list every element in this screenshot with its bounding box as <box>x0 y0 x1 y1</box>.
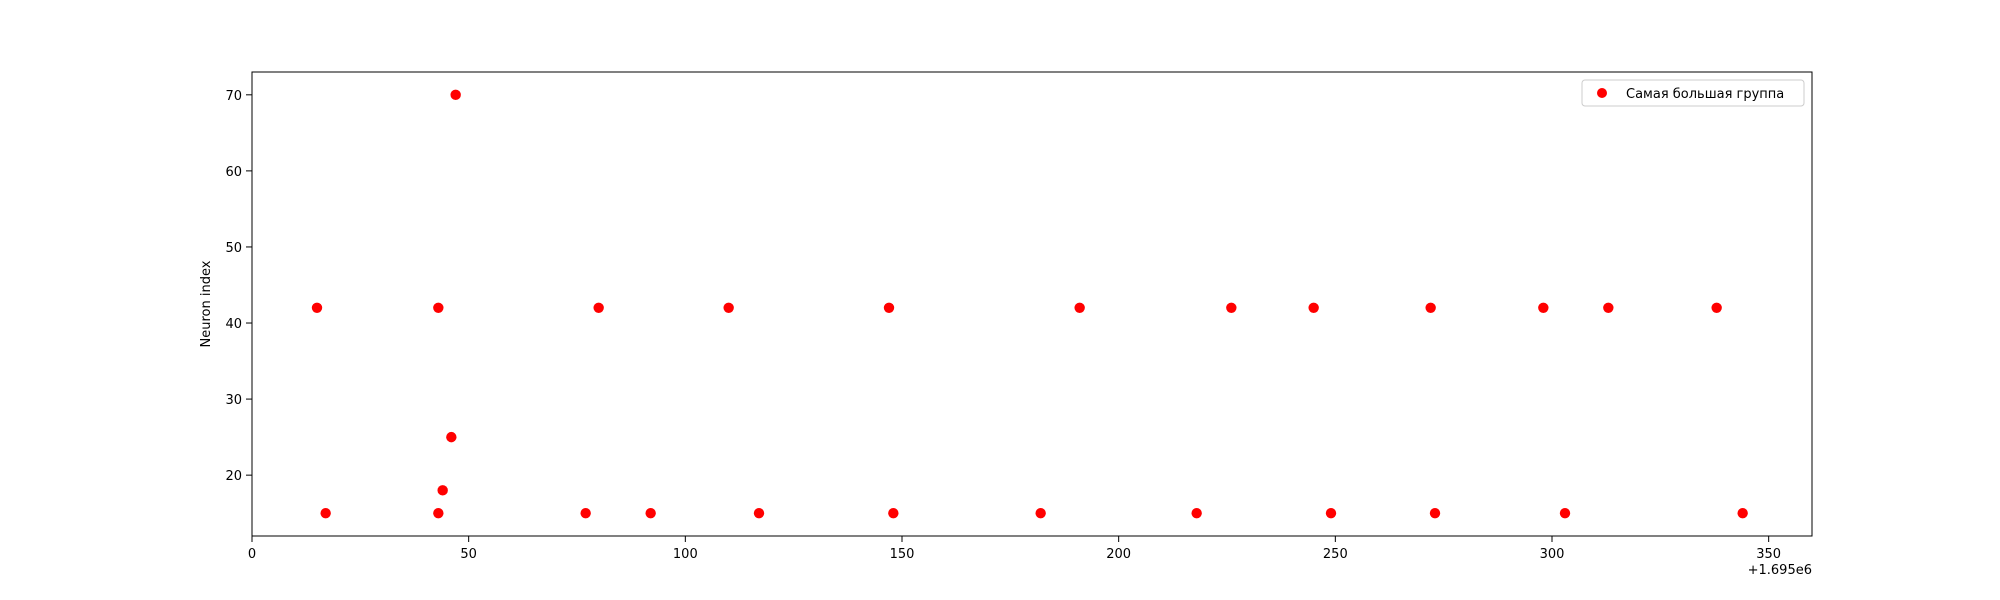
data-point <box>1226 302 1237 314</box>
x-tick-label: 200 <box>1106 547 1131 562</box>
legend: Самая большая группа <box>1581 79 1805 107</box>
data-point <box>446 431 457 443</box>
data-point <box>437 485 448 496</box>
y-tick-label: 70 <box>225 89 242 104</box>
data-point <box>450 89 461 101</box>
y-axis: 20 30 40 50 60 70 <box>225 89 252 484</box>
y-tick-label: 20 <box>225 469 242 484</box>
data-point <box>1425 302 1436 314</box>
data-point <box>1035 507 1046 519</box>
data-point <box>593 302 604 314</box>
y-tick-label: 40 <box>225 317 242 332</box>
x-tick-label: 100 <box>673 547 698 562</box>
x-tick-label: 150 <box>890 547 915 562</box>
data-point <box>1711 302 1722 314</box>
data-point <box>320 507 331 519</box>
data-point <box>888 507 899 519</box>
data-point <box>645 507 656 519</box>
y-tick-label: 60 <box>225 165 242 180</box>
y-tick-label: 50 <box>225 241 242 256</box>
x-tick-label: 0 <box>248 547 256 562</box>
data-point <box>883 302 895 314</box>
x-axis: 0 50 100 150 200 250 300 350 <box>248 536 1781 562</box>
x-tick-label: 250 <box>1323 547 1348 562</box>
x-tick-label: 300 <box>1540 547 1565 562</box>
y-tick-label: 30 <box>225 393 242 408</box>
data-point <box>1559 507 1571 519</box>
x-tick-label: 350 <box>1756 547 1781 562</box>
data-point <box>433 302 444 314</box>
data-point <box>1191 507 1202 519</box>
data-point <box>1737 507 1748 519</box>
data-point <box>311 302 323 314</box>
legend-box <box>1581 79 1805 107</box>
y-axis-label: Neuron index <box>199 260 214 347</box>
data-point <box>1308 302 1319 314</box>
data-point <box>1538 302 1549 314</box>
x-tick-label: 50 <box>460 547 477 562</box>
legend-label: Самая большая группа <box>1626 87 1784 102</box>
data-point <box>1429 507 1441 519</box>
data-point <box>1325 507 1337 519</box>
x-axis-offset-label: +1.695e6 <box>1748 563 1812 578</box>
data-point <box>580 507 591 519</box>
data-point <box>1074 302 1085 314</box>
legend-marker <box>1597 88 1607 98</box>
data-point <box>433 507 444 519</box>
data-point <box>723 302 734 314</box>
data-point <box>753 507 765 519</box>
data-points <box>311 89 1748 519</box>
data-point <box>1603 302 1614 314</box>
axes-frame <box>251 71 1813 537</box>
plot-area <box>251 71 1813 537</box>
